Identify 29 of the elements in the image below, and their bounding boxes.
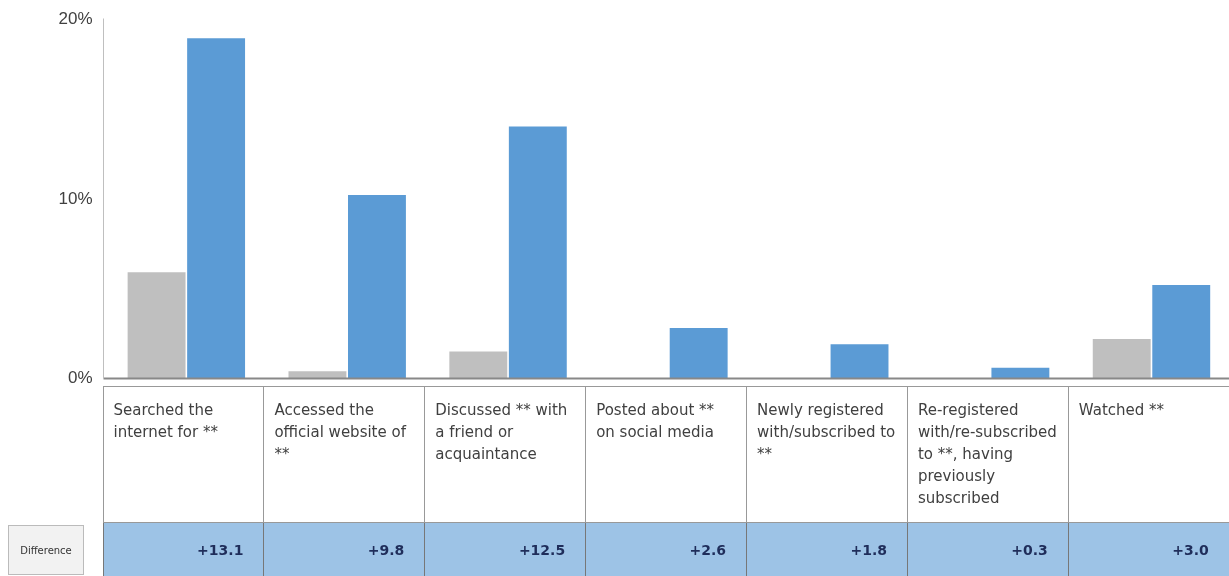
text: +0.3	[907, 522, 1069, 576]
y-tick-label: 10%	[58, 189, 93, 208]
text: Difference	[8, 524, 84, 575]
x-tick-label: Newly registered with/subscribed to **	[746, 386, 908, 523]
bar	[830, 344, 889, 379]
text: +12.5	[424, 522, 586, 576]
bar	[187, 38, 246, 379]
bar	[449, 351, 508, 379]
y-tick-label: 0%	[67, 367, 93, 387]
x-tick-label: Searched the internet for **	[103, 386, 264, 523]
text: +1.8	[746, 522, 908, 576]
text: +9.8	[263, 522, 425, 576]
x-tick-label: Re-registered with/re-subscribed to **, having previously subscribed	[907, 386, 1069, 523]
bar	[991, 367, 1050, 379]
bar	[1152, 284, 1211, 379]
bar	[127, 272, 186, 379]
bar	[508, 126, 567, 379]
text: +3.0	[1068, 522, 1229, 576]
y-tick-label: 20%	[58, 9, 93, 28]
text: +13.1	[103, 522, 264, 576]
bar	[288, 371, 347, 379]
x-tick-label: Watched **	[1068, 386, 1229, 523]
bar	[669, 328, 728, 379]
text: +2.6	[585, 522, 747, 576]
x-tick-label: Posted about ** on social media	[585, 386, 747, 523]
x-tick-label: Discussed ** with a friend or acquaintance	[424, 386, 586, 523]
bar	[348, 194, 406, 379]
x-tick-label: Accessed the official website of **	[263, 386, 425, 523]
bar	[1092, 338, 1151, 379]
